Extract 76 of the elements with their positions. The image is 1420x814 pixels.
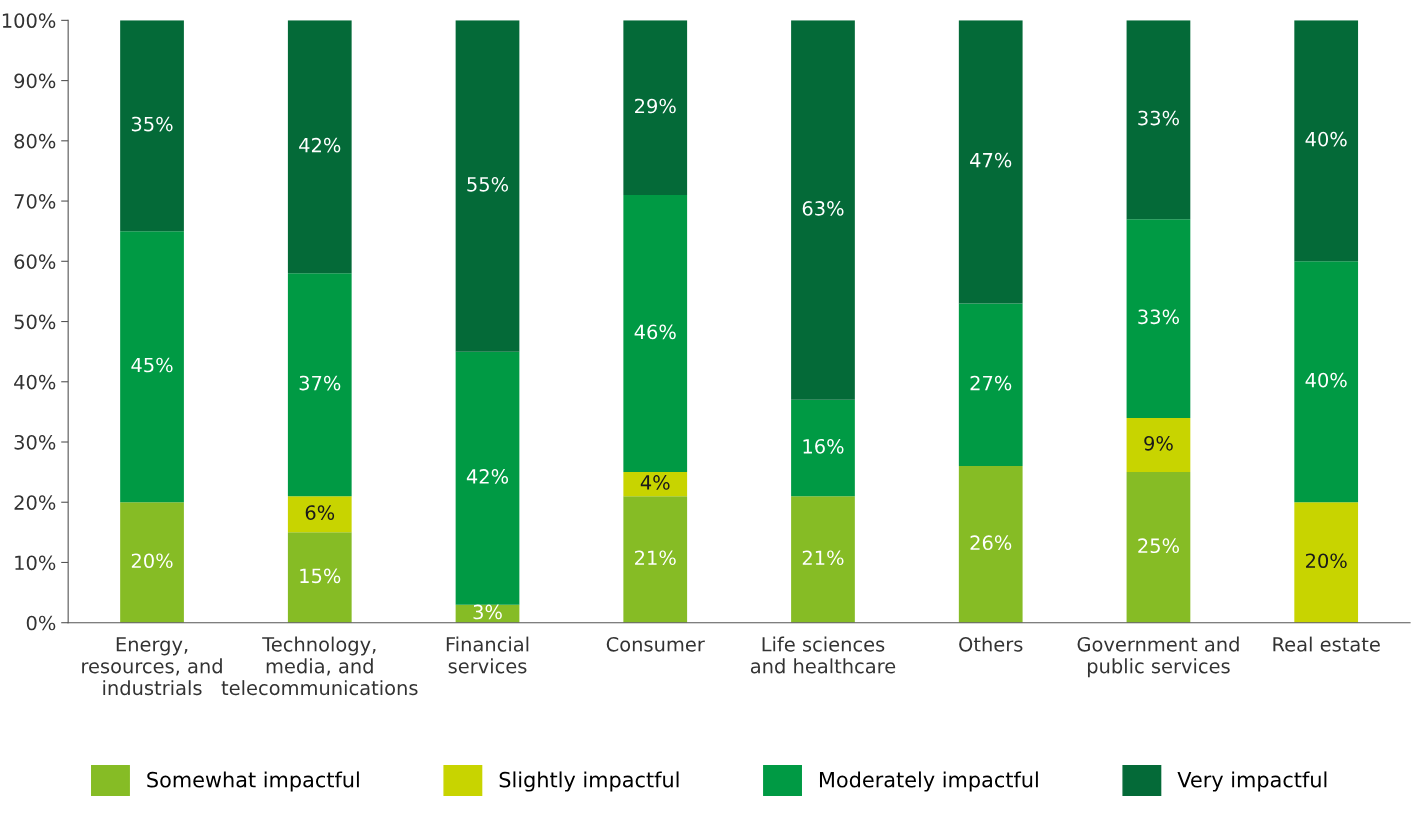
bar [791,399,855,497]
y-tick-label: 60% [14,254,56,269]
data-label: 27% [970,375,1012,391]
data-label: 46% [634,324,676,340]
data-label: 16% [803,438,844,454]
x-tick-label: Financial services [446,636,529,674]
bar [1126,472,1191,623]
x-tick-label: Others [959,636,1023,652]
data-label: 3% [473,604,502,620]
bar [623,472,688,497]
y-tick-label: 90% [14,73,56,89]
bar [623,20,688,196]
y-tick-label: 10% [15,555,56,571]
bar [1294,502,1359,623]
bar [791,496,855,623]
x-tick-label: Government and public services [1077,636,1239,678]
data-label: 35% [131,116,173,132]
data-label: 40% [1305,131,1347,147]
bar [287,273,352,497]
data-label: 42% [466,469,509,484]
y-tick-label: 20% [14,495,56,510]
legend-label: Slightly impactful [499,771,679,792]
data-label: 63% [802,201,844,216]
data-label: 21% [802,550,844,566]
bar [120,20,184,232]
data-label: 45% [131,357,173,373]
bar [1126,20,1191,220]
bar [1126,417,1191,473]
x-tick-label: Real estate [1273,636,1380,652]
data-label: 42% [299,137,341,153]
bar [287,496,352,533]
bar [455,20,520,352]
bar [791,20,855,400]
data-label: 29% [635,98,676,114]
data-label: 20% [1306,553,1347,569]
data-label: 25% [1138,538,1179,554]
data-label: 47% [970,152,1012,168]
data-label: 55% [467,176,509,192]
bar [958,466,1023,623]
data-label: 33% [1138,110,1179,126]
data-label: 6% [305,505,335,520]
x-tick-label: Life sciences and healthcare [750,636,896,674]
bar [120,502,184,623]
data-label: 4% [640,475,670,490]
legend-label: Somewhat impactful [147,771,359,792]
data-label: 21% [635,550,676,566]
y-tick-label: 50% [14,314,56,330]
data-label: 20% [131,553,173,569]
y-tick-label: 0% [26,615,56,631]
y-tick-label: 30% [14,434,56,450]
legend-label: Very impactful [1177,771,1327,792]
bar [623,496,688,623]
x-tick-label: Consumer [606,636,705,652]
x-tick-label: Technology, media, and telecommunications [221,636,418,696]
bar [623,195,688,473]
data-label: 9% [1144,435,1173,451]
bar [1294,261,1359,503]
bar [120,231,184,503]
x-tick-label: Energy, resources, and industrials [82,637,222,696]
bar [287,532,352,623]
data-label: 26% [970,535,1012,551]
y-tick-label: 80% [14,133,56,149]
legend-label: Moderately impactful [819,771,1038,792]
y-tick-label: 100% [2,13,56,29]
y-tick-label: 40% [14,374,56,390]
data-label: 40% [1305,372,1347,388]
bar [455,351,520,605]
bar [958,20,1023,304]
data-label: 33% [1138,309,1179,325]
bar [1126,219,1191,418]
bar [1294,20,1359,262]
bar [958,303,1023,467]
bar [287,20,352,274]
data-label: 15% [300,568,341,584]
y-tick-label: 70% [14,194,56,209]
data-label: 37% [299,375,341,391]
